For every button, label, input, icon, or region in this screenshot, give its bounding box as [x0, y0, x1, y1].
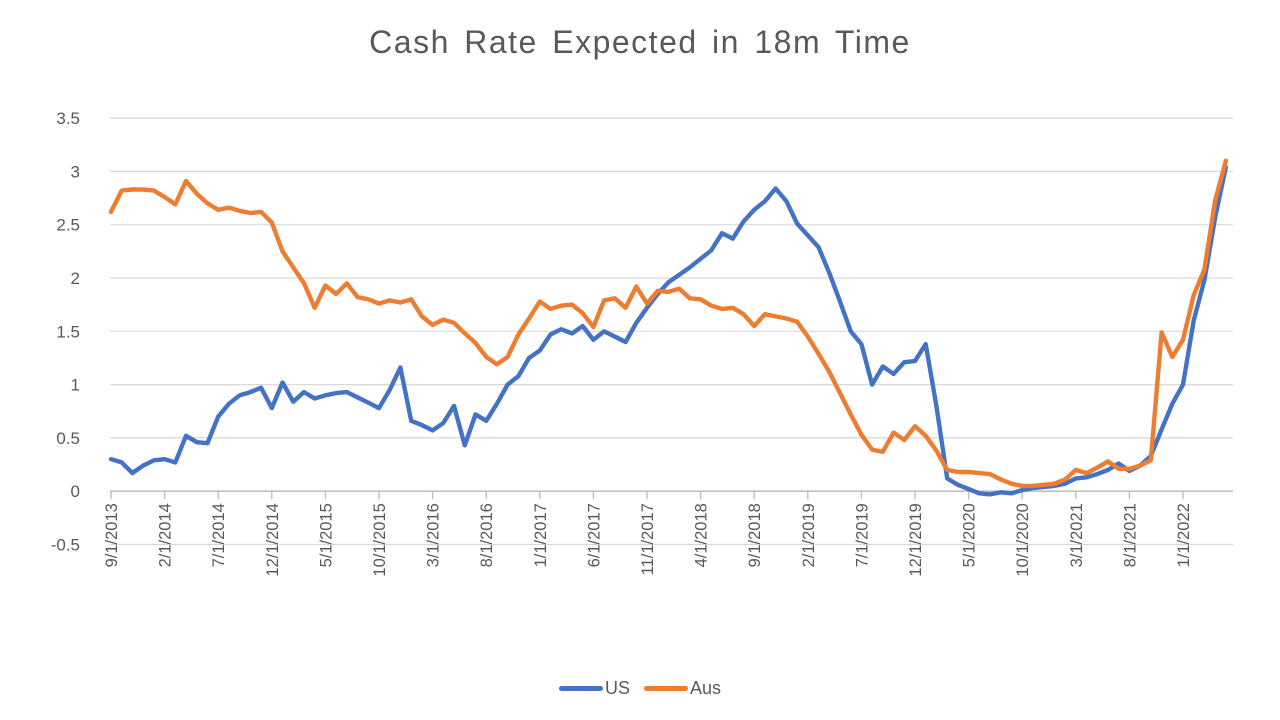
x-axis-tick-label: 10/1/2015 [371, 503, 389, 576]
x-axis-tick-label: 5/1/2015 [317, 503, 335, 567]
chart-title: Cash Rate Expected in 18m Time [369, 24, 911, 60]
y-axis-tick-label: 0.5 [56, 429, 80, 448]
x-axis-tick-label: 9/1/2018 [746, 503, 764, 567]
aus-line [108, 158, 1229, 489]
aus-line-swatch-icon [643, 686, 688, 691]
y-axis-tick-label: 0 [71, 482, 80, 501]
y-axis-tick-label: 3.5 [56, 109, 80, 128]
x-axis-tick-label: 2/1/2019 [800, 503, 818, 567]
x-axis-tick-label: 8/1/2021 [1121, 503, 1139, 567]
x-axis-tick-label: 12/1/2019 [907, 503, 925, 576]
x-axis-tick-label: 6/1/2017 [585, 503, 603, 567]
x-axis-tick-label: 11/1/2017 [639, 503, 657, 575]
y-axis-tick-label: 3 [71, 162, 80, 181]
y-axis-tick-label: 2.5 [56, 216, 80, 235]
y-axis-tick-label: 2 [71, 269, 80, 288]
x-axis-tick-label: 1/1/2017 [532, 503, 550, 567]
x-axis-tick-label: 3/1/2016 [425, 503, 443, 567]
legend-item-aus: Aus [643, 678, 722, 699]
legend-label-us: US [604, 678, 630, 698]
chart-legend: US Aus [0, 678, 1280, 699]
x-axis-tick-label: 3/1/2021 [1068, 503, 1086, 567]
legend-label-aus: Aus [689, 678, 722, 698]
us-line-swatch-icon [558, 686, 603, 691]
x-axis-tick-label: 12/1/2014 [264, 503, 282, 576]
x-axis-tick-label: 10/1/2020 [1014, 503, 1032, 576]
x-axis-tick-label: 9/1/2013 [103, 503, 121, 567]
x-axis-tick-label: 7/1/2019 [853, 503, 871, 567]
x-axis-tick-label: 7/1/2014 [210, 503, 228, 567]
x-axis-tick-label: 4/1/2018 [693, 503, 711, 567]
x-axis-tick-label: 1/1/2022 [1175, 503, 1193, 567]
x-axis-tick-label: 8/1/2016 [478, 503, 496, 567]
y-axis-tick-label: 1 [71, 376, 80, 395]
x-axis-tick-label: 2/1/2014 [157, 503, 175, 567]
y-axis-tick-label: -0.5 [51, 536, 80, 555]
y-axis-tick-label: 1.5 [56, 322, 80, 341]
x-axis-tick-label: 5/1/2020 [961, 503, 979, 567]
legend-item-us: US [558, 678, 630, 699]
